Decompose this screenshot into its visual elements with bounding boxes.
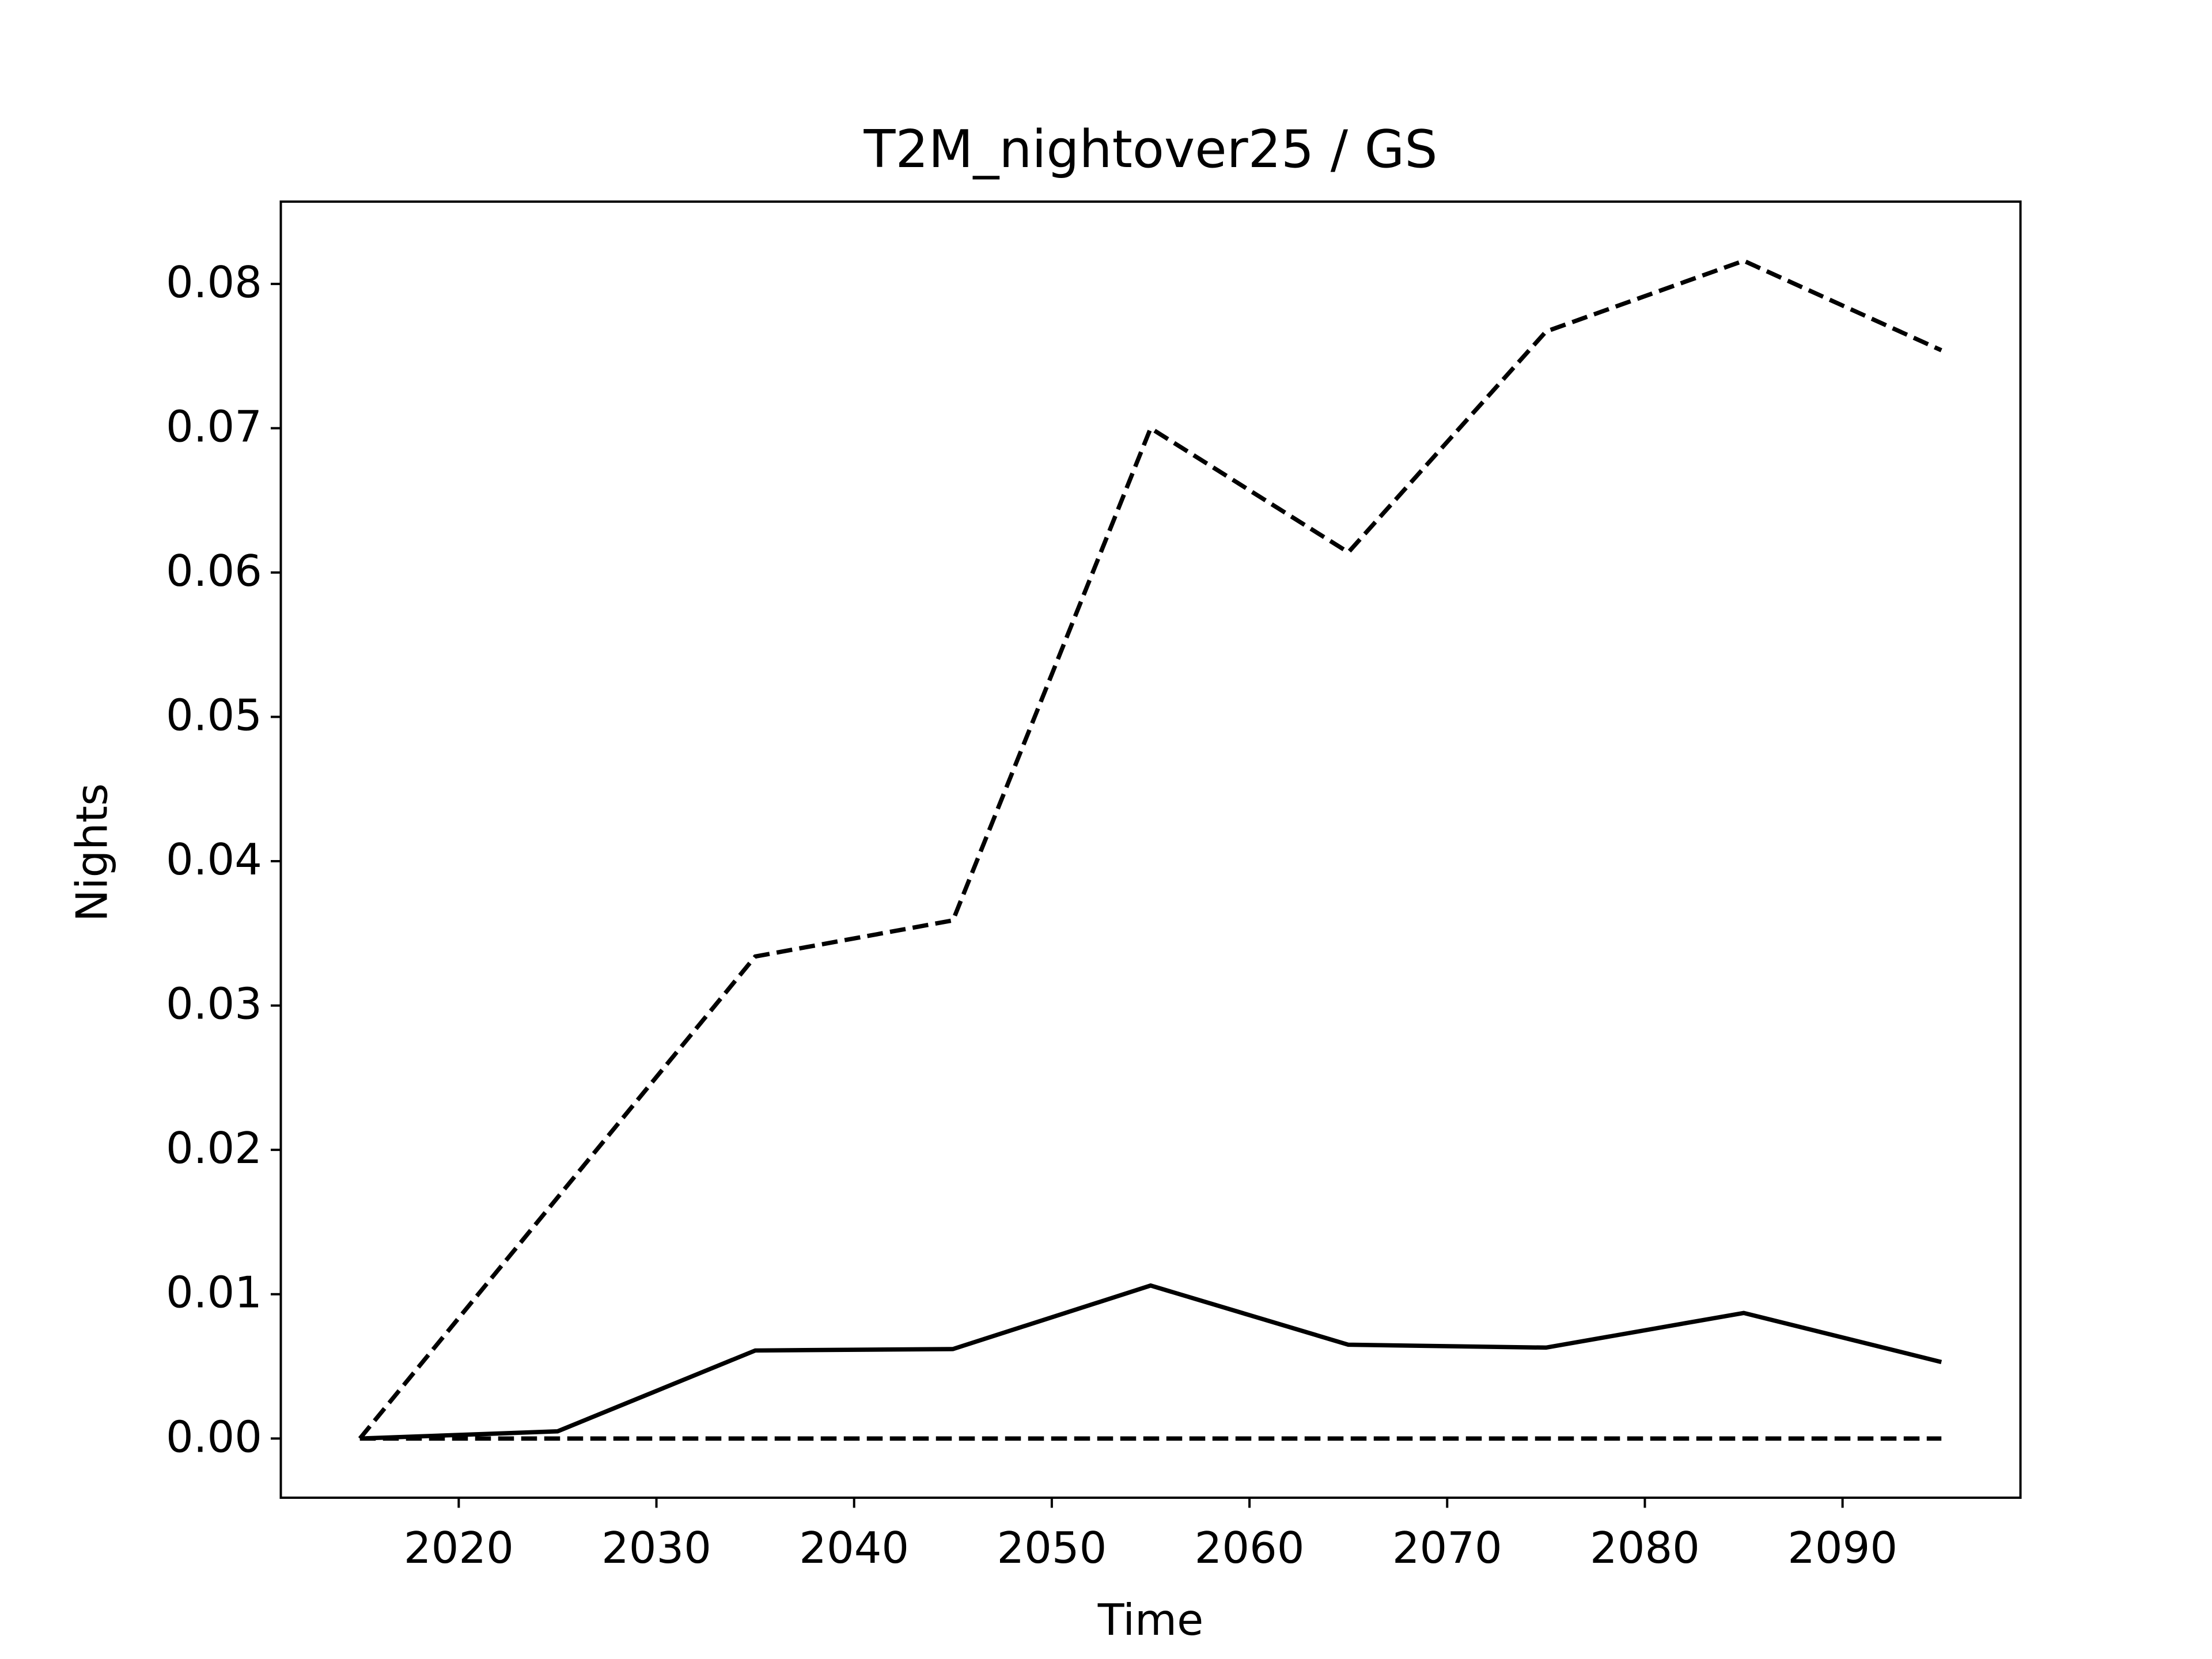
x-tick-label: 2030 <box>601 1522 711 1573</box>
x-axis-label: Time <box>1097 1594 1204 1645</box>
x-tick-label: 2060 <box>1195 1522 1305 1573</box>
chart-title: T2M_nightover25 / GS <box>863 119 1437 180</box>
x-tick-label: 2040 <box>799 1522 909 1573</box>
x-tick-label: 2090 <box>1787 1522 1897 1573</box>
y-tick-label: 0.03 <box>166 979 262 1029</box>
x-tick-label: 2020 <box>404 1522 514 1573</box>
data-line <box>359 1283 1942 1441</box>
data-line <box>358 258 1942 1440</box>
x-tick-label: 2070 <box>1392 1522 1502 1573</box>
y-tick-label: 0.02 <box>166 1123 262 1173</box>
x-tick-label: 2050 <box>997 1522 1107 1573</box>
y-tick-label: 0.08 <box>166 257 262 308</box>
y-tick-label: 0.07 <box>166 401 262 452</box>
y-axis-label: Nights <box>67 783 118 922</box>
plot-frame <box>279 200 2022 1499</box>
y-tick-label: 0.04 <box>166 834 262 885</box>
x-tick-label: 2080 <box>1590 1522 1700 1573</box>
y-tick-label: 0.01 <box>166 1267 262 1318</box>
y-tick-label: 0.05 <box>166 690 262 740</box>
y-tick-label: 0.06 <box>166 546 262 596</box>
y-tick-label: 0.00 <box>166 1411 262 1462</box>
